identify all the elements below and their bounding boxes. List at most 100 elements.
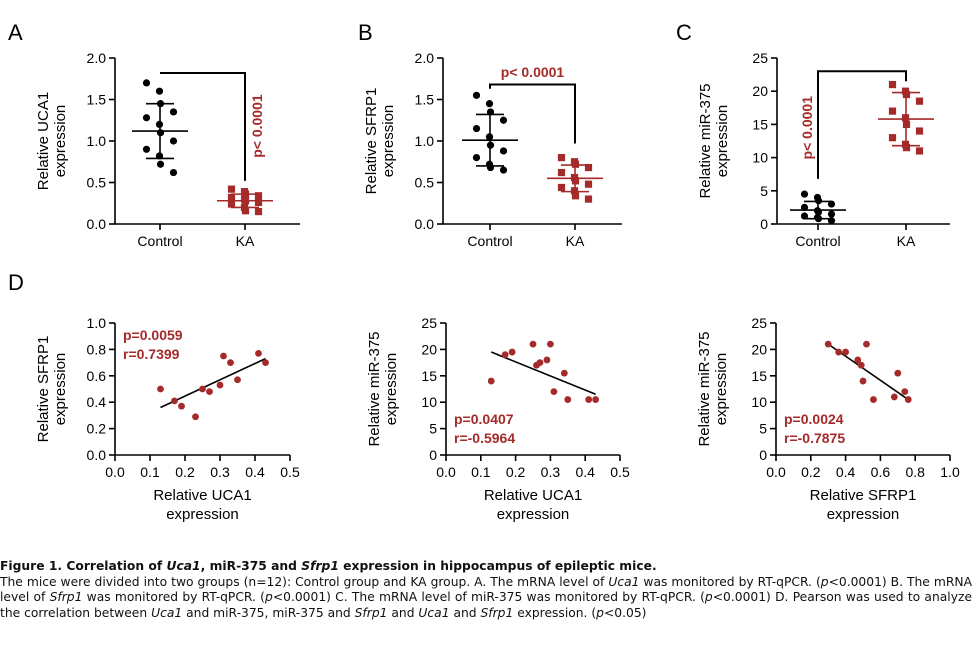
caption-run: , miR-375 and: [200, 559, 302, 573]
caption-run: Uca1: [151, 605, 183, 620]
data-point: [550, 388, 558, 396]
data-point: [859, 377, 867, 385]
data-point: [254, 192, 263, 200]
data-point: [915, 147, 924, 155]
y-tick-label: 20: [752, 83, 768, 99]
x-axis-label: expression: [497, 506, 570, 523]
data-point: [564, 396, 572, 403]
caption-run: p: [820, 574, 829, 589]
data-point: [227, 200, 236, 208]
correlation-stat: p=0.0024: [784, 411, 844, 427]
x-tick-label: 0.0: [766, 464, 786, 480]
x-category-label: KA: [566, 233, 585, 249]
data-point: [536, 359, 544, 366]
caption-run: Uca1: [418, 605, 450, 620]
data-point: [142, 114, 151, 122]
data-point: [206, 388, 213, 396]
y-tick-label: 20: [421, 341, 437, 357]
panel-letter-c: C: [676, 20, 692, 45]
caption-run: Sfrp1: [354, 605, 388, 620]
data-point: [547, 340, 554, 348]
x-tick-label: 0.2: [506, 464, 526, 480]
data-point: [902, 144, 911, 152]
data-point: [901, 388, 909, 396]
data-point: [835, 348, 843, 356]
y-tick-label: 2.0: [87, 50, 107, 66]
data-point: [584, 163, 593, 172]
caption-run: <0.0001) C. The mRNA level of miR-375 wa…: [272, 590, 705, 604]
y-tick-label: 25: [751, 315, 767, 331]
data-point: [584, 180, 593, 188]
chart-panels: 0.0 0.5 1.0 1.5 2.0 Relative UCA1 expression Co…: [35, 50, 960, 523]
y-tick-label: 0.0: [87, 216, 107, 232]
x-tick-label: 0.6: [871, 464, 891, 480]
data-point: [800, 203, 809, 211]
data-point: [169, 168, 178, 177]
data-point: [487, 377, 495, 385]
y-tick-label: 1.5: [415, 92, 435, 108]
y-tick-label: 2.0: [415, 50, 435, 66]
caption-run: <0.0001) B. The mRNA level of: [0, 574, 972, 605]
y-tick-label: 1.0: [87, 133, 107, 149]
data-point: [499, 147, 508, 155]
y-tick-label: 0.8: [87, 341, 107, 357]
x-axis-label: Relative UCA1: [153, 487, 251, 504]
correlation-stat: p=0.0059: [123, 327, 183, 343]
caption-run: Sfrp1: [49, 590, 83, 604]
data-point: [824, 340, 832, 348]
y-tick-label: 15: [752, 116, 768, 132]
x-tick-label: 0.4: [575, 464, 595, 480]
correlation-stat: r=0.7399: [123, 346, 180, 362]
y-tick-label: 1.5: [87, 92, 107, 108]
data-point: [262, 359, 269, 366]
caption-run: <0.05): [603, 605, 647, 620]
caption-run: and: [387, 605, 419, 620]
caption-run: Figure 1. Correlation of: [0, 559, 167, 573]
caption-run: Uca1: [166, 559, 201, 573]
caption-run: <0.0001) D. Pearson was used to analyze …: [0, 590, 973, 620]
y-tick-label: 5: [429, 421, 437, 437]
y-tick-label: 0: [760, 216, 768, 232]
p-value-annotation: p< 0.0001: [249, 94, 265, 158]
y-tick-label: 0.0: [415, 216, 435, 232]
significance-bracket: [160, 71, 246, 181]
x-axis-label: Relative SFRP1: [810, 487, 917, 504]
data-point: [854, 356, 862, 364]
data-point: [227, 193, 236, 202]
data-point: [508, 348, 516, 356]
caption-run: expression. (: [513, 605, 597, 620]
x-category-label: Control: [795, 233, 840, 249]
x-tick-label: 0.2: [801, 464, 821, 480]
x-tick-label: 0.2: [175, 464, 195, 480]
data-point: [142, 79, 151, 87]
y-tick-label: 0.5: [415, 175, 435, 191]
x-tick-label: 0.4: [836, 464, 856, 480]
x-category-label: KA: [236, 233, 255, 249]
y-tick-label: 0.0: [87, 447, 107, 463]
caption-run: was monitored by RT-qPCR. (: [82, 590, 265, 604]
x-tick-label: 0.0: [105, 464, 125, 480]
data-point: [904, 396, 912, 403]
data-point: [192, 413, 199, 421]
data-point: [171, 397, 178, 405]
y-tick-label: 25: [421, 315, 437, 331]
y-tick-label: 15: [751, 368, 767, 384]
data-point: [499, 166, 508, 174]
y-axis-label: Relative miR-375: [366, 331, 383, 446]
y-tick-label: 20: [751, 341, 767, 357]
caption-run: Sfrp1: [480, 605, 514, 620]
y-axis-label: expression: [714, 105, 731, 178]
data-point: [472, 124, 481, 133]
caption-run: Uca1: [608, 574, 640, 589]
caption-run: was monitored by RT-qPCR. (: [639, 574, 821, 589]
data-point: [142, 145, 151, 153]
y-axis-label: Relative miR-375: [697, 83, 714, 198]
y-tick-label: 10: [751, 394, 767, 410]
data-point: [560, 369, 568, 377]
data-point: [227, 359, 234, 366]
caption-run: p: [704, 590, 713, 604]
y-tick-label: 25: [752, 50, 768, 66]
data-point: [571, 160, 580, 168]
